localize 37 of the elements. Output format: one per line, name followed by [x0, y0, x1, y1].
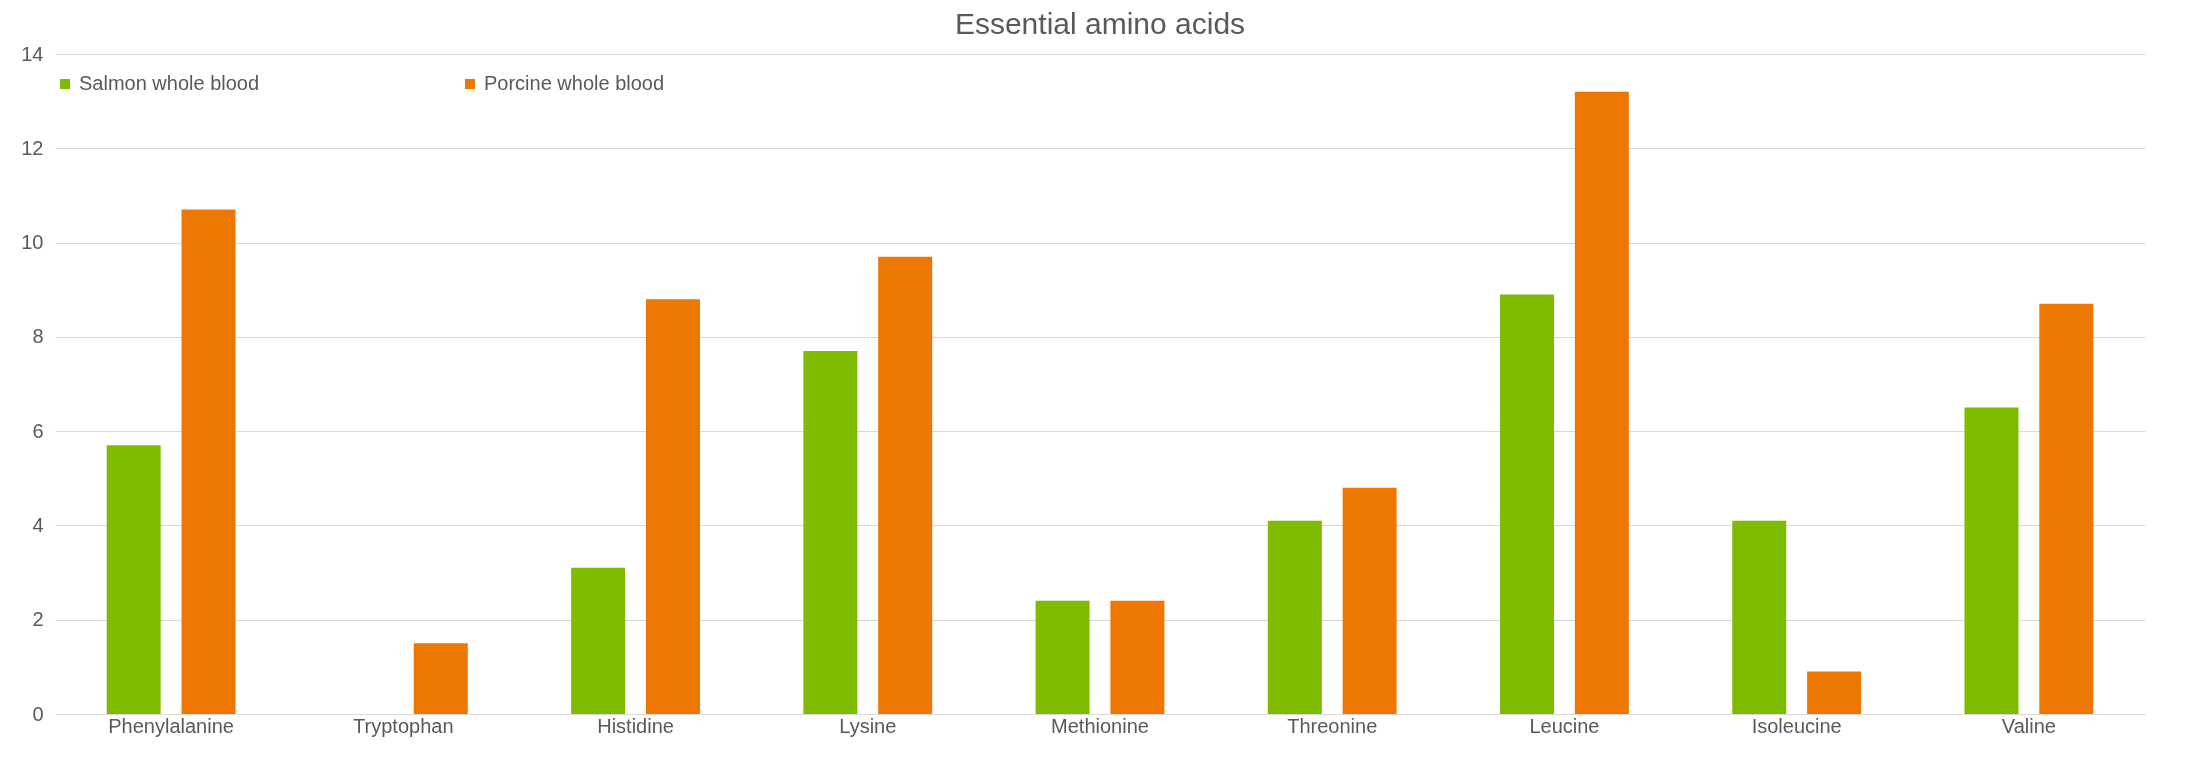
bar [106, 445, 161, 714]
x-tick-label: Leucine [1529, 714, 1600, 737]
x-tick-label: Methionine [1051, 714, 1149, 737]
bar [1500, 294, 1555, 714]
y-tick-label: 14 [21, 42, 44, 65]
y-tick-label: 8 [32, 325, 44, 348]
bar [1732, 520, 1787, 714]
bar [878, 256, 933, 714]
bar [571, 567, 626, 714]
x-tick-label: Lysine [839, 714, 897, 737]
y-tick-label: 12 [21, 136, 44, 159]
x-tick-label: Valine [2001, 714, 2056, 737]
bar [2039, 303, 2094, 714]
y-tick-label: 10 [21, 231, 44, 254]
x-tick-label: Isoleucine [1751, 714, 1842, 737]
y-tick-label: 4 [32, 513, 44, 536]
bar [1574, 91, 1629, 714]
y-tick-label: 2 [32, 608, 44, 631]
bar [413, 643, 468, 714]
bar [1267, 520, 1322, 714]
bar [1964, 407, 2019, 714]
x-tick-label: Phenylalanine [108, 714, 234, 737]
bar [803, 351, 858, 714]
bar [645, 299, 700, 714]
x-tick-label: Threonine [1287, 714, 1378, 737]
chart-title: Essential amino acids [954, 7, 1246, 40]
y-tick-label: 6 [32, 419, 44, 442]
bar [1035, 600, 1090, 714]
legend-label: Porcine whole blood [484, 72, 665, 94]
bar [181, 209, 236, 714]
legend-label: Salmon whole blood [79, 72, 260, 94]
x-tick-label: Tryptophan [353, 714, 454, 737]
y-tick-label: 0 [32, 702, 44, 725]
bar [1807, 671, 1862, 714]
bar [1110, 600, 1165, 714]
x-tick-label: Histidine [597, 714, 674, 737]
bar [1342, 487, 1397, 714]
